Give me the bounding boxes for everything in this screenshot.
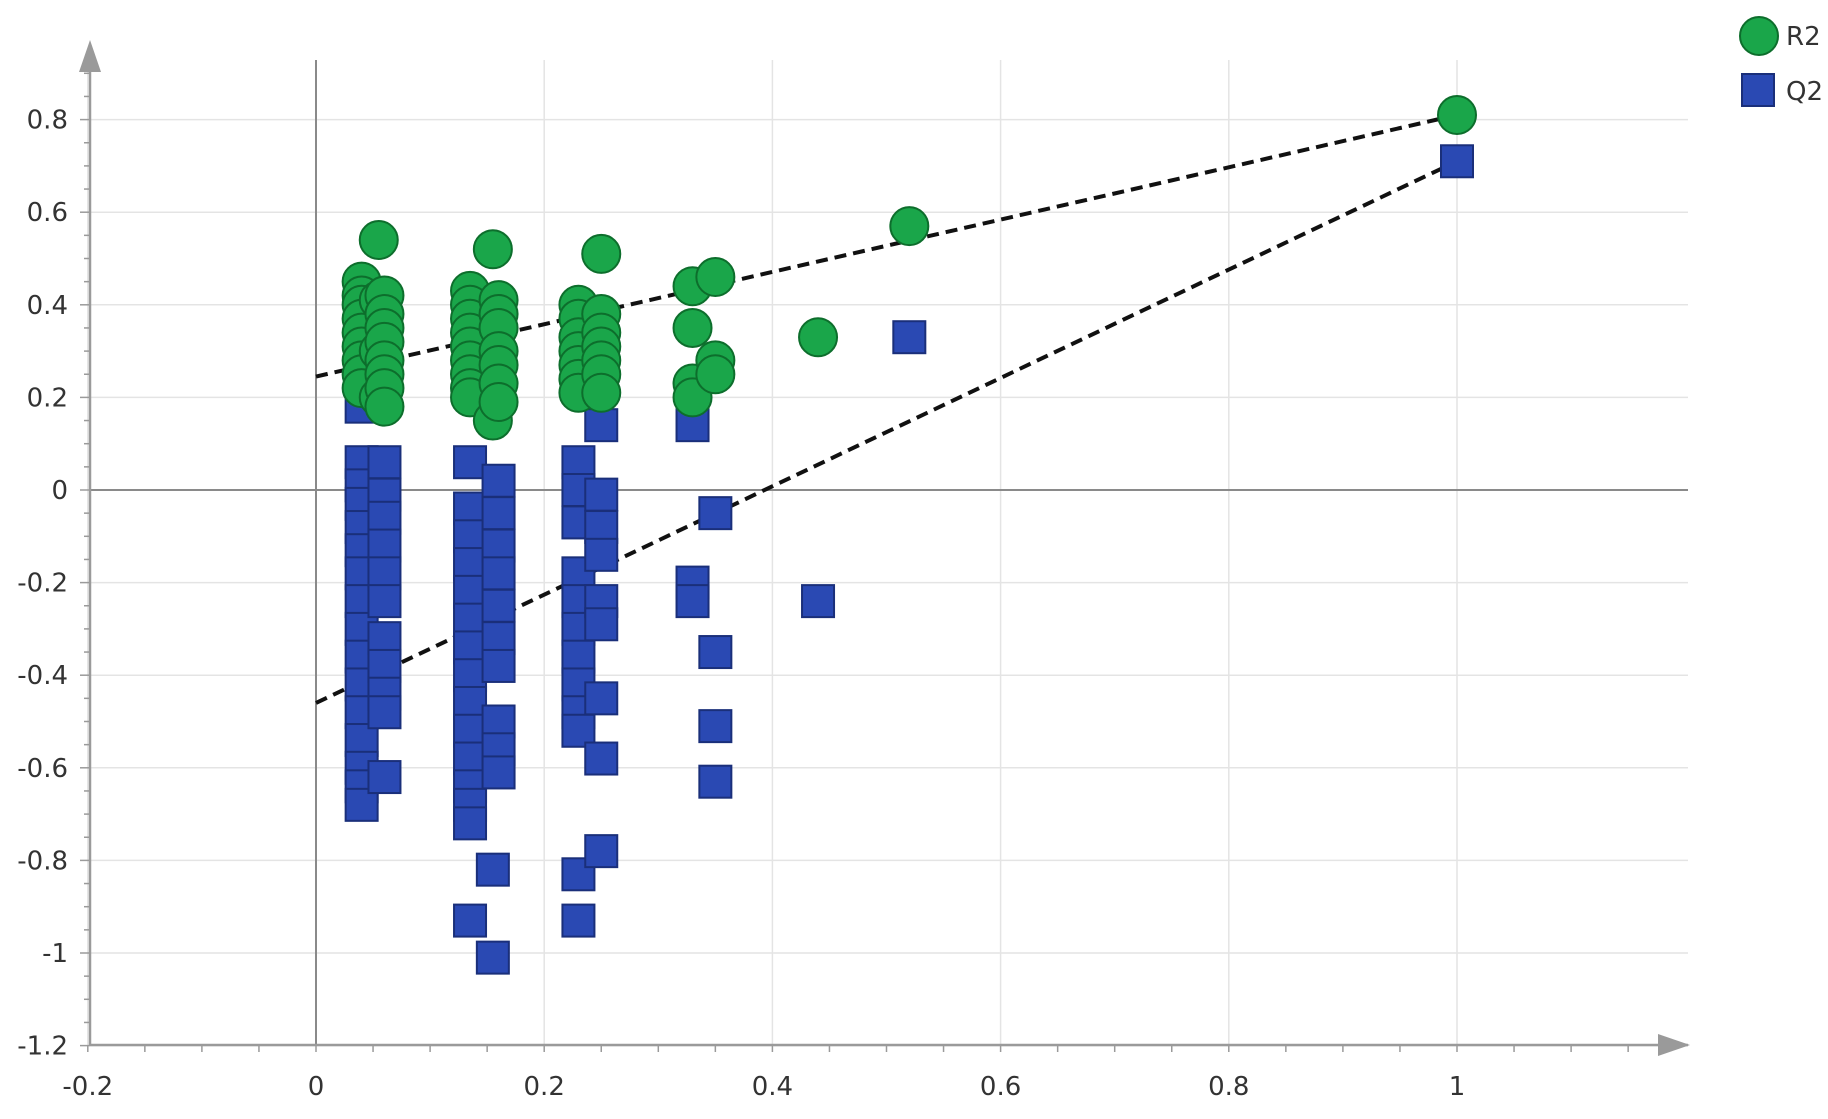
- r2-point: [1437, 94, 1477, 135]
- q2-point: [475, 852, 510, 887]
- r2-point: [798, 317, 839, 358]
- r2-point: [358, 219, 399, 260]
- q2-point: [367, 528, 402, 563]
- q2-point: [698, 709, 733, 744]
- r2-point: [695, 257, 736, 298]
- q2-point: [584, 681, 619, 716]
- q2-point: [367, 556, 402, 591]
- q2-point: [481, 528, 516, 563]
- q2-point: [584, 510, 619, 545]
- x-tick-label: 1: [1449, 1072, 1466, 1102]
- q2-point: [453, 445, 488, 480]
- q2-point: [344, 723, 379, 758]
- q2-point: [481, 621, 516, 656]
- q2-point: [453, 630, 488, 665]
- legend-r2-marker: [1739, 16, 1779, 56]
- q2-point: [367, 445, 402, 480]
- q2-point: [561, 903, 596, 938]
- q2-point: [453, 574, 488, 609]
- q2-point: [367, 584, 402, 619]
- data-points: [341, 94, 1477, 975]
- legend-r2-label: R2: [1786, 22, 1821, 52]
- y-tick-label: 0.2: [27, 383, 68, 413]
- q2-point: [367, 760, 402, 795]
- q2-point: [584, 477, 619, 512]
- grid-lines: [87, 60, 1688, 1047]
- q2-point: [481, 704, 516, 739]
- legend-q2-marker: [1741, 73, 1775, 107]
- q2-point: [475, 940, 510, 975]
- q2-point: [698, 764, 733, 799]
- q2-point: [584, 537, 619, 572]
- axes: -1.2 -1 -0.8 -0.6 -0.4 -0.2 0 0.2 0.4 0.6 0.8 -0.2 0…: [17, 40, 1690, 1102]
- q2-point: [561, 713, 596, 748]
- q2-point: [367, 500, 402, 535]
- q2-point: [481, 463, 516, 498]
- r2-point: [889, 206, 930, 247]
- q2-point: [481, 496, 516, 531]
- q2-point: [675, 584, 710, 619]
- legend-q2-label: Q2: [1786, 77, 1823, 107]
- x-tick-label: 0.2: [524, 1072, 565, 1102]
- x-tick-label: 0: [308, 1072, 325, 1102]
- q2-point: [801, 584, 836, 619]
- x-tick-label: 0.4: [752, 1072, 793, 1102]
- q2-point: [453, 903, 488, 938]
- q2-point: [561, 639, 596, 674]
- r2-point: [472, 229, 513, 270]
- y-tick-label: -0.4: [17, 661, 68, 691]
- y-tick-label: 0.6: [27, 198, 68, 228]
- q2-point: [453, 491, 488, 526]
- y-tick-label: -1.2: [17, 1032, 68, 1062]
- y-tick-label: 0.4: [27, 291, 68, 321]
- r2-point: [478, 382, 519, 423]
- y-tick-label: -0.6: [17, 754, 68, 784]
- q2-point: [584, 834, 619, 869]
- q2-point: [453, 547, 488, 582]
- q2-point: [584, 607, 619, 642]
- r2-point: [581, 372, 622, 413]
- q2-point: [892, 320, 927, 355]
- y-tick-label: -0.2: [17, 569, 68, 599]
- x-tick-label: 0.8: [1208, 1072, 1249, 1102]
- x-axis-arrow-icon: [1658, 1034, 1690, 1056]
- q2-point: [584, 408, 619, 443]
- r2-point: [364, 386, 405, 427]
- y-tick-label: -0.8: [17, 846, 68, 876]
- r2-point: [695, 354, 736, 395]
- q2-point: [698, 496, 733, 531]
- q2-point: [698, 635, 733, 670]
- q2-point: [481, 648, 516, 683]
- q2-point: [344, 787, 379, 822]
- q2-point: [584, 741, 619, 776]
- x-tick-label: -0.2: [62, 1072, 113, 1102]
- q2-point: [481, 556, 516, 591]
- q2-point: [481, 588, 516, 623]
- r2-point: [672, 307, 713, 348]
- q2-point: [367, 695, 402, 730]
- r2-point: [581, 233, 622, 274]
- x-tick-label: 0.6: [980, 1072, 1021, 1102]
- y-tick-label: 0.8: [27, 106, 68, 136]
- y-axis-arrow-icon: [79, 40, 101, 72]
- q2-point: [453, 806, 488, 841]
- q2-point: [1440, 144, 1474, 179]
- y-tick-label: 0: [51, 476, 68, 506]
- legend: R2 Q2: [1739, 16, 1823, 107]
- y-tick-label: -1: [42, 939, 68, 969]
- q2-point: [481, 755, 516, 790]
